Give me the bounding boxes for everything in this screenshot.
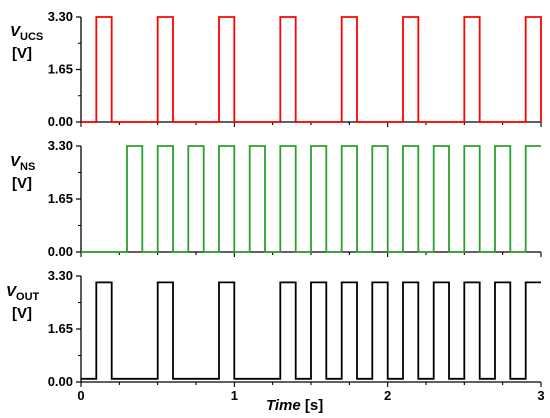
panel-out-ylabel-subscript: OUT <box>16 291 40 303</box>
x-axis-label: Time [s] <box>266 397 323 414</box>
panel-ucs: VUCS [V] <box>10 23 43 62</box>
panel-ucs-ylabel-symbol: V <box>10 23 22 40</box>
panel-ns: VNS [V] <box>10 153 35 192</box>
panel-out-ylabel: VOUT <box>6 283 40 303</box>
panel-ucs-y-tick-label: 3.30 <box>48 9 73 24</box>
plot-elements: 0.00 1.65 3.30 0.00 1.65 3.30 0.00 1.65 3.30 0 1 2 3 <box>48 9 545 403</box>
panel-ucs-ylabel-subscript: UCS <box>20 31 43 43</box>
x-tick-label: 3 <box>537 388 544 403</box>
panel-ns-waveform <box>81 145 541 253</box>
panel-ucs-ylabel-unit: [V] <box>12 45 32 62</box>
panel-out-y-tick-label: 3.30 <box>48 268 73 283</box>
panel-out-plot: 0.00 1.65 3.30 0 1 2 3 <box>48 268 545 403</box>
panel-ns-ylabel-subscript: NS <box>20 161 35 173</box>
x-tick-label: 1 <box>231 388 238 403</box>
panel-ns-ylabel-symbol: V <box>10 153 22 170</box>
x-axis-label-name: Time <box>266 397 301 414</box>
panel-out-y-tick-label: 0.00 <box>48 374 73 389</box>
panel-ns-plot: 0.00 1.65 3.30 <box>48 138 542 259</box>
panel-out-ylabel-symbol: V <box>6 283 18 300</box>
panel-out: VOUT [V] <box>6 283 40 322</box>
x-axis-label-unit: [s] <box>305 397 323 414</box>
panel-out-ylabel-unit: [V] <box>12 305 32 322</box>
panel-ucs-plot: 0.00 1.65 3.30 <box>48 9 542 129</box>
panel-ucs-waveform <box>81 16 542 123</box>
panel-ns-y-tick-label: 3.30 <box>48 138 73 153</box>
panel-ns-ylabel: VNS <box>10 153 35 173</box>
panel-out-y-tick-label: 1.65 <box>48 321 73 336</box>
x-tick-label: 2 <box>384 388 391 403</box>
panel-out-waveform <box>81 281 541 380</box>
panel-ucs-y-tick-label: 0.00 <box>48 114 73 129</box>
x-tick-label: 0 <box>77 388 84 403</box>
panel-ucs-ylabel: VUCS <box>10 23 43 43</box>
panel-ns-y-tick-label: 0.00 <box>48 244 73 259</box>
panel-ucs-y-tick-label: 1.65 <box>48 62 73 77</box>
panel-ns-ylabel-unit: [V] <box>12 175 32 192</box>
panel-ns-y-tick-label: 1.65 <box>48 191 73 206</box>
